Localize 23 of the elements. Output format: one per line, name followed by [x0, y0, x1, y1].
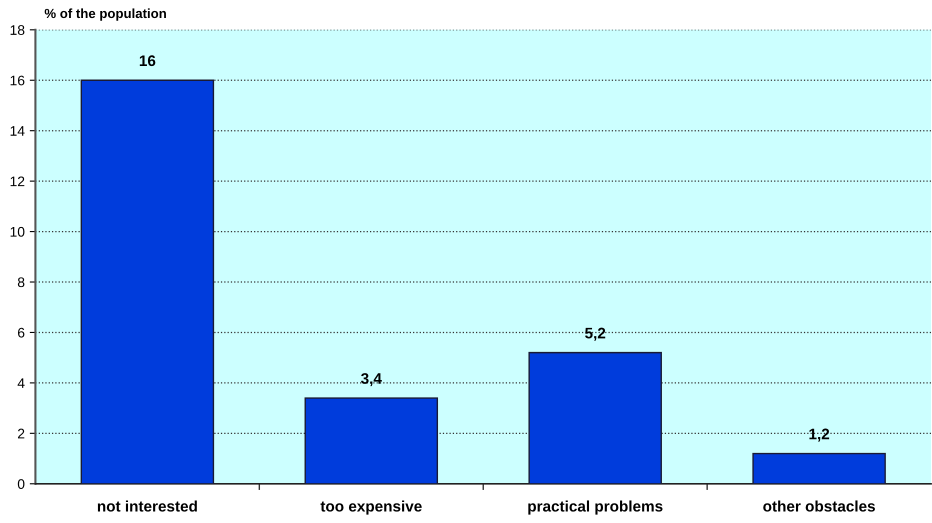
data-label: 3,4 [361, 373, 382, 386]
y-tick-label: 0 [18, 479, 24, 489]
x-tick-label: other obstacles [763, 500, 875, 512]
bar [528, 352, 662, 484]
bar [752, 452, 886, 484]
y-tick-label: 18 [10, 25, 24, 35]
bar [304, 397, 438, 484]
x-tick-label: practical problems [528, 500, 662, 515]
y-tick-label: 12 [10, 176, 24, 186]
y-tick-label: 4 [18, 378, 25, 388]
y-tick-label: 8 [18, 277, 24, 288]
bar [80, 80, 214, 484]
y-tick-label: 2 [18, 428, 24, 438]
data-label: 5,2 [585, 328, 606, 341]
x-tick-label: too expensive [320, 500, 422, 515]
y-axis-title: % of the population [44, 8, 166, 21]
y-tick-label: 6 [18, 328, 24, 338]
y-tick-label: 14 [10, 126, 25, 136]
x-tick-label: not interested [98, 500, 197, 512]
y-tick-label: 16 [10, 76, 24, 86]
data-label: 16 [140, 55, 156, 66]
data-label: 1,2 [809, 428, 830, 442]
y-tick-label: 10 [10, 226, 24, 237]
